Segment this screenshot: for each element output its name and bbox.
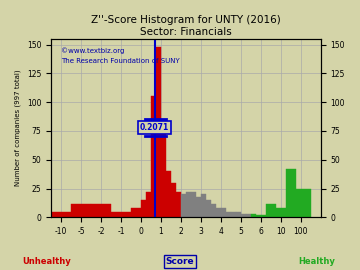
Y-axis label: Number of companies (997 total): Number of companies (997 total): [15, 70, 22, 186]
Bar: [261, 215, 266, 217]
Bar: [256, 215, 261, 217]
Bar: [146, 192, 151, 217]
Bar: [231, 212, 236, 217]
Bar: [211, 204, 216, 217]
Bar: [171, 183, 176, 217]
Bar: [156, 47, 161, 217]
Bar: [181, 194, 186, 217]
Bar: [296, 188, 311, 217]
Text: Score: Score: [166, 257, 194, 266]
Text: Unhealthy: Unhealthy: [22, 257, 71, 266]
Bar: [246, 214, 251, 217]
Bar: [206, 200, 211, 217]
Bar: [201, 194, 206, 217]
Title: Z''-Score Histogram for UNTY (2016)
Sector: Financials: Z''-Score Histogram for UNTY (2016) Sect…: [91, 15, 281, 37]
Bar: [176, 192, 181, 217]
Text: ©www.textbiz.org: ©www.textbiz.org: [61, 47, 125, 53]
Bar: [216, 208, 221, 217]
Bar: [251, 214, 256, 217]
Bar: [166, 171, 171, 217]
Bar: [141, 200, 146, 217]
Bar: [151, 96, 156, 217]
Bar: [241, 214, 246, 217]
Bar: [191, 192, 196, 217]
Bar: [71, 204, 91, 217]
Bar: [51, 212, 71, 217]
Bar: [186, 192, 191, 217]
Text: 0.2071: 0.2071: [140, 123, 169, 132]
Bar: [196, 197, 201, 217]
Bar: [266, 204, 276, 217]
Bar: [221, 208, 226, 217]
Bar: [161, 131, 166, 217]
Bar: [286, 169, 296, 217]
Bar: [91, 204, 111, 217]
Bar: [226, 212, 231, 217]
Bar: [131, 208, 141, 217]
Bar: [111, 212, 131, 217]
Bar: [276, 208, 286, 217]
Bar: [236, 212, 241, 217]
Text: Healthy: Healthy: [298, 257, 335, 266]
Text: The Research Foundation of SUNY: The Research Foundation of SUNY: [61, 58, 180, 64]
